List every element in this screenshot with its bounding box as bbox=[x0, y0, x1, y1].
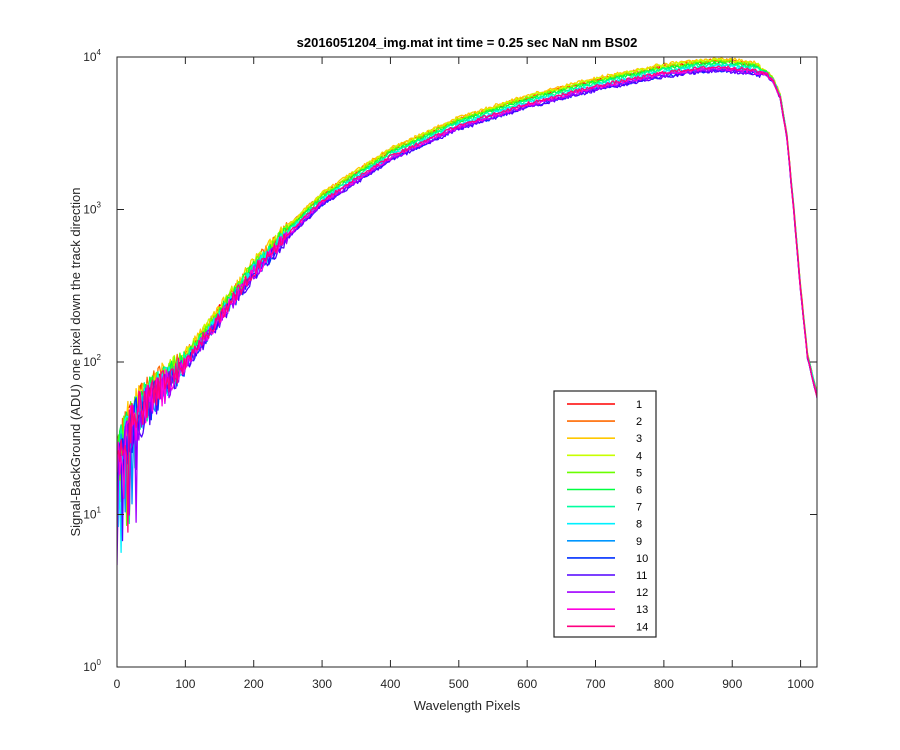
x-tick-label: 100 bbox=[175, 677, 195, 691]
axes-box bbox=[116, 56, 818, 668]
x-tick-label: 700 bbox=[586, 677, 606, 691]
x-tick-label: 400 bbox=[380, 677, 400, 691]
plot-area bbox=[116, 56, 818, 668]
x-tick-label: 0 bbox=[114, 677, 121, 691]
legend-label-10: 10 bbox=[636, 553, 648, 565]
x-tick-labels: 0 100 200 300 400 500 600 700 800 900 1000 bbox=[114, 677, 815, 691]
y-tick-label: 102 bbox=[83, 353, 101, 369]
legend-label-9: 9 bbox=[636, 536, 642, 548]
axes-background bbox=[117, 57, 817, 667]
x-tick-label: 300 bbox=[312, 677, 332, 691]
x-tick-label: 600 bbox=[517, 677, 537, 691]
legend-box bbox=[553, 390, 657, 638]
x-tick-label: 900 bbox=[722, 677, 742, 691]
x-tick-label: 200 bbox=[244, 677, 264, 691]
y-axis-label: Signal-BackGround (ADU) one pixel down t… bbox=[68, 187, 83, 536]
series-line-12 bbox=[117, 67, 817, 566]
x-tick-label: 800 bbox=[654, 677, 674, 691]
legend-label-14: 14 bbox=[636, 621, 648, 633]
legend-label-1: 1 bbox=[636, 399, 642, 411]
legend-label-12: 12 bbox=[636, 587, 648, 599]
legend-label-6: 6 bbox=[636, 485, 642, 497]
y-tick-label: 103 bbox=[83, 201, 101, 217]
legend-label-11: 11 bbox=[636, 570, 647, 582]
x-tick-label: 500 bbox=[449, 677, 469, 691]
y-tick-label: 101 bbox=[83, 506, 101, 522]
y-tick-labels: 100 101 102 103 104 bbox=[83, 48, 101, 674]
legend-label-2: 2 bbox=[636, 416, 642, 428]
x-axis-label: Wavelength Pixels bbox=[414, 698, 521, 713]
x-tick-label: 1000 bbox=[787, 677, 814, 691]
y-tick-label: 100 bbox=[83, 658, 101, 674]
series-group bbox=[117, 57, 817, 566]
legend-label-7: 7 bbox=[636, 502, 642, 514]
legend-label-13: 13 bbox=[636, 604, 648, 616]
legend-label-3: 3 bbox=[636, 433, 642, 445]
legend-label-4: 4 bbox=[636, 450, 642, 462]
legend-label-8: 8 bbox=[636, 519, 642, 531]
chart-title: s2016051204_img.mat int time = 0.25 sec … bbox=[297, 35, 638, 50]
legend-label-5: 5 bbox=[636, 467, 642, 479]
series-line-14 bbox=[117, 65, 817, 533]
y-tick-label: 104 bbox=[83, 48, 101, 64]
